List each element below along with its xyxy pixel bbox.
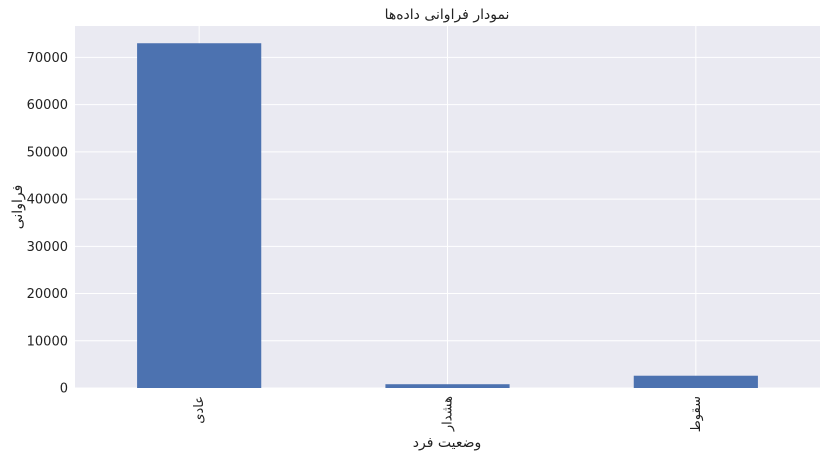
x-axis-title: وضعیت فرد xyxy=(413,435,481,451)
bars xyxy=(137,43,758,388)
y-tick-labels: 0 10000 20000 30000 40000 50000 60000 70000 xyxy=(27,51,68,397)
bar-0 xyxy=(137,43,262,388)
y-tick-label: 20000 xyxy=(27,287,68,302)
y-axis-title: فراوانی xyxy=(10,185,26,230)
y-tick-label: 10000 xyxy=(27,334,68,349)
y-tick-label: 60000 xyxy=(27,98,68,113)
chart-title: نمودار فراوانی داده‌ها xyxy=(385,7,510,23)
x-tick-label: سقوط xyxy=(689,396,704,432)
y-tick-label: 70000 xyxy=(27,51,68,66)
bar-1 xyxy=(385,384,510,388)
x-tick-labels: عادی هشدار سقوط xyxy=(192,396,704,432)
y-tick-label: 40000 xyxy=(27,193,68,208)
bar-2 xyxy=(633,375,758,388)
x-tick-label: عادی xyxy=(192,396,207,424)
y-tick-label: 30000 xyxy=(27,240,68,255)
y-tick-label: 50000 xyxy=(27,145,68,160)
x-tick-label: هشدار xyxy=(441,396,456,432)
y-tick-label: 0 xyxy=(60,382,68,397)
